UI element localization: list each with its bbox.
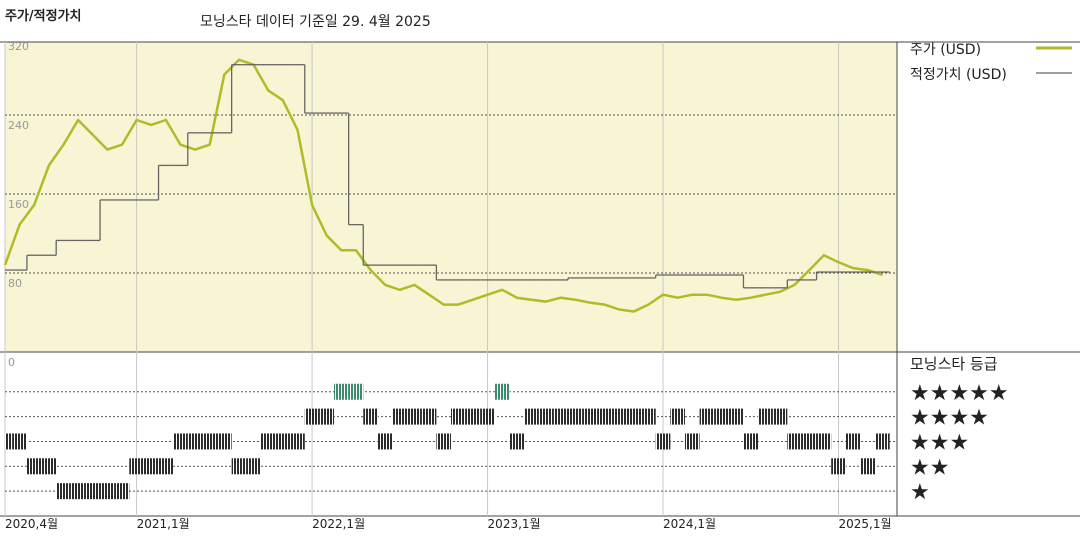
rating-bar xyxy=(567,408,583,425)
rating-bar xyxy=(275,433,291,450)
rating-bar xyxy=(641,408,656,425)
rating-title: 모닝스타 등급 xyxy=(910,355,998,373)
y-tick-label: 320 xyxy=(8,40,29,53)
rating-bar xyxy=(100,483,115,500)
rating-bar xyxy=(56,483,71,500)
rating-bar xyxy=(304,408,320,425)
rating-bar xyxy=(465,408,481,425)
rating-bar xyxy=(626,408,642,425)
legend-label: 주가 (USD) xyxy=(910,42,981,58)
rating-label: ★ xyxy=(910,480,930,505)
rating-bar xyxy=(758,408,773,425)
rating-bar xyxy=(714,408,729,425)
rating-bar xyxy=(684,433,700,450)
rating-bar xyxy=(26,458,42,475)
rating-bar xyxy=(451,408,466,425)
rating-bar xyxy=(231,458,247,475)
rating-bar xyxy=(319,408,335,425)
rating-label: ★★★ xyxy=(910,430,969,455)
x-tick-label: 2024,1월 xyxy=(663,517,716,531)
rating-bar xyxy=(816,433,832,450)
rating-bar xyxy=(436,433,451,450)
rating-bar xyxy=(611,408,627,425)
rating-bar xyxy=(377,433,393,450)
rating-bar xyxy=(12,433,27,450)
x-tick-label: 2023,1월 xyxy=(488,517,541,531)
legend-label: 적정가치 (USD) xyxy=(910,67,1007,83)
rating-bar xyxy=(114,483,130,500)
rating-bar xyxy=(875,433,890,450)
rating-bar xyxy=(582,408,598,425)
rating-bar xyxy=(348,383,364,400)
rating-bar xyxy=(553,408,568,425)
rating-bar xyxy=(363,408,378,425)
x-tick-label: 2021,1월 xyxy=(137,517,190,531)
rating-bar xyxy=(246,458,261,475)
rating-bar xyxy=(494,383,510,400)
rating-bar xyxy=(670,408,685,425)
rating-bar xyxy=(699,408,715,425)
rating-bar xyxy=(801,433,817,450)
x-tick-label: 2025,1월 xyxy=(839,517,892,531)
rating-bar xyxy=(597,408,612,425)
chart-title: 주가/적정가치 xyxy=(5,8,82,24)
rating-label: ★★ xyxy=(910,455,949,480)
rating-bar xyxy=(5,433,13,450)
rating-bar xyxy=(772,408,788,425)
rating-bar xyxy=(85,483,101,500)
rating-bar xyxy=(334,383,349,400)
rating-bar xyxy=(845,433,861,450)
rating-bar xyxy=(129,458,144,475)
rating-bar xyxy=(787,433,802,450)
rating-bar xyxy=(728,408,744,425)
rating-bar xyxy=(860,458,876,475)
rating-bar xyxy=(480,408,495,425)
rating-bar xyxy=(290,433,305,450)
rating-label: ★★★★ xyxy=(910,406,989,431)
rating-bar xyxy=(655,433,671,450)
rating-bar xyxy=(538,408,554,425)
rating-bar xyxy=(260,433,276,450)
rating-bar xyxy=(173,433,188,450)
y-tick-label: 160 xyxy=(8,198,29,211)
rating-bar xyxy=(392,408,408,425)
rating-bar xyxy=(831,458,846,475)
y-tick-label: 240 xyxy=(8,119,29,132)
rating-bar xyxy=(202,433,218,450)
rating-bar xyxy=(524,408,539,425)
rating-bar xyxy=(41,458,57,475)
x-tick-label: 2022,1월 xyxy=(312,517,365,531)
x-tick-label: 2020,4월 xyxy=(5,517,58,531)
rating-bar xyxy=(143,458,159,475)
y-tick-label: 80 xyxy=(8,277,22,290)
rating-bar xyxy=(743,433,759,450)
rating-bar xyxy=(407,408,422,425)
chart-subtitle: 모닝스타 데이터 기준일 29. 4월 2025 xyxy=(200,14,431,30)
y-tick-label: 0 xyxy=(8,356,15,369)
rating-bar xyxy=(70,483,86,500)
rating-bar xyxy=(187,433,203,450)
price-line xyxy=(3,58,883,313)
rating-bar xyxy=(158,458,174,475)
plot-background xyxy=(5,42,897,352)
rating-bar xyxy=(421,408,437,425)
rating-bar xyxy=(509,433,525,450)
rating-bar xyxy=(217,433,232,450)
rating-label: ★★★★★ xyxy=(910,381,1009,406)
